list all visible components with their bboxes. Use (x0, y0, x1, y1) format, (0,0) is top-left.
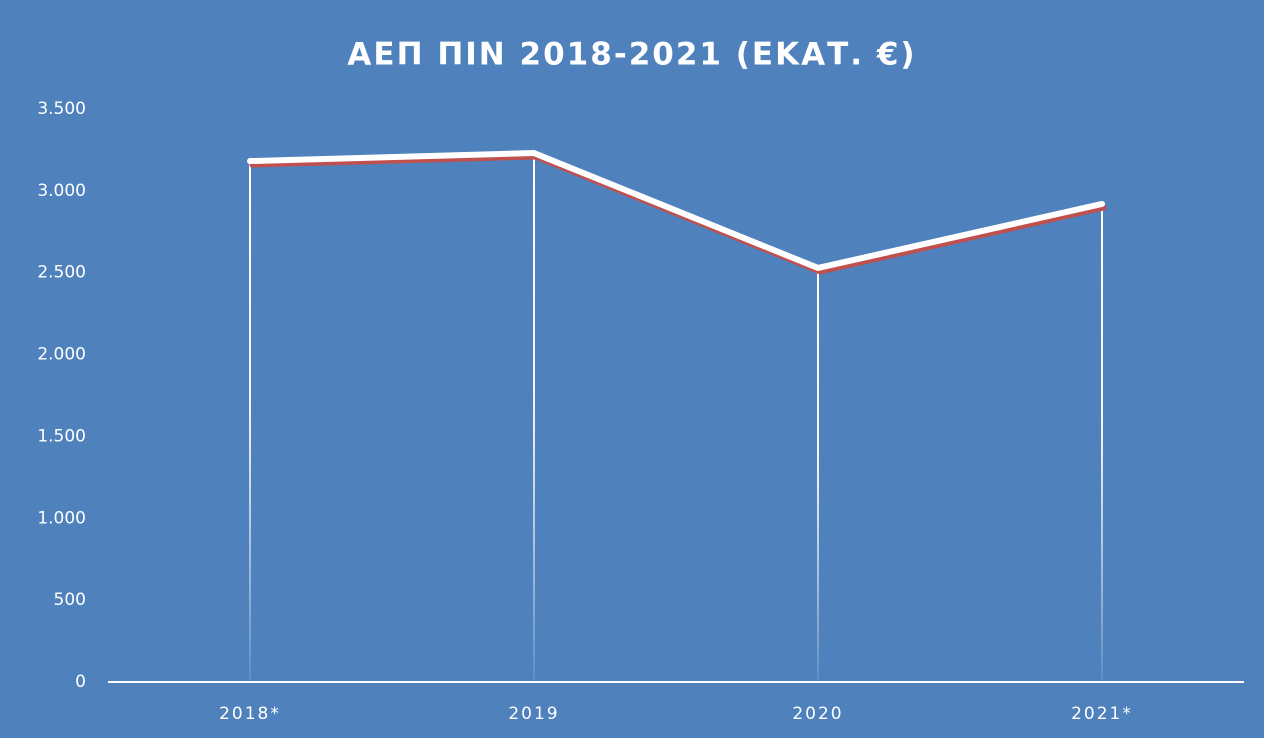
y-tick-label: 0 (75, 672, 86, 692)
x-tick-label: 2020 (792, 704, 843, 724)
y-tick-label: 3.000 (37, 181, 86, 201)
y-tick-label: 3.500 (37, 99, 86, 119)
line (247, 150, 1105, 271)
drop-line (817, 267, 819, 682)
y-tick-label: 2.000 (37, 345, 86, 365)
drop-line (1101, 203, 1103, 682)
drop-line (533, 153, 535, 683)
y-tick-label: 1.000 (37, 508, 86, 528)
y-tick-label: 2.500 (37, 263, 86, 283)
x-tick-label: 2021* (1071, 704, 1133, 724)
x-tick-label: 2019 (508, 704, 559, 724)
chart-title: ΑΕΠ ΠΙΝ 2018-2021 (ΕΚΑΤ. €) (347, 37, 916, 73)
y-tick-label: 500 (54, 590, 86, 610)
drop-line (249, 161, 251, 682)
x-tick-label: 2018* (219, 704, 281, 724)
y-tick-label: 1.500 (37, 426, 86, 446)
